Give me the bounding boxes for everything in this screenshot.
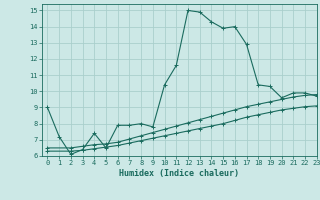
X-axis label: Humidex (Indice chaleur): Humidex (Indice chaleur): [119, 169, 239, 178]
